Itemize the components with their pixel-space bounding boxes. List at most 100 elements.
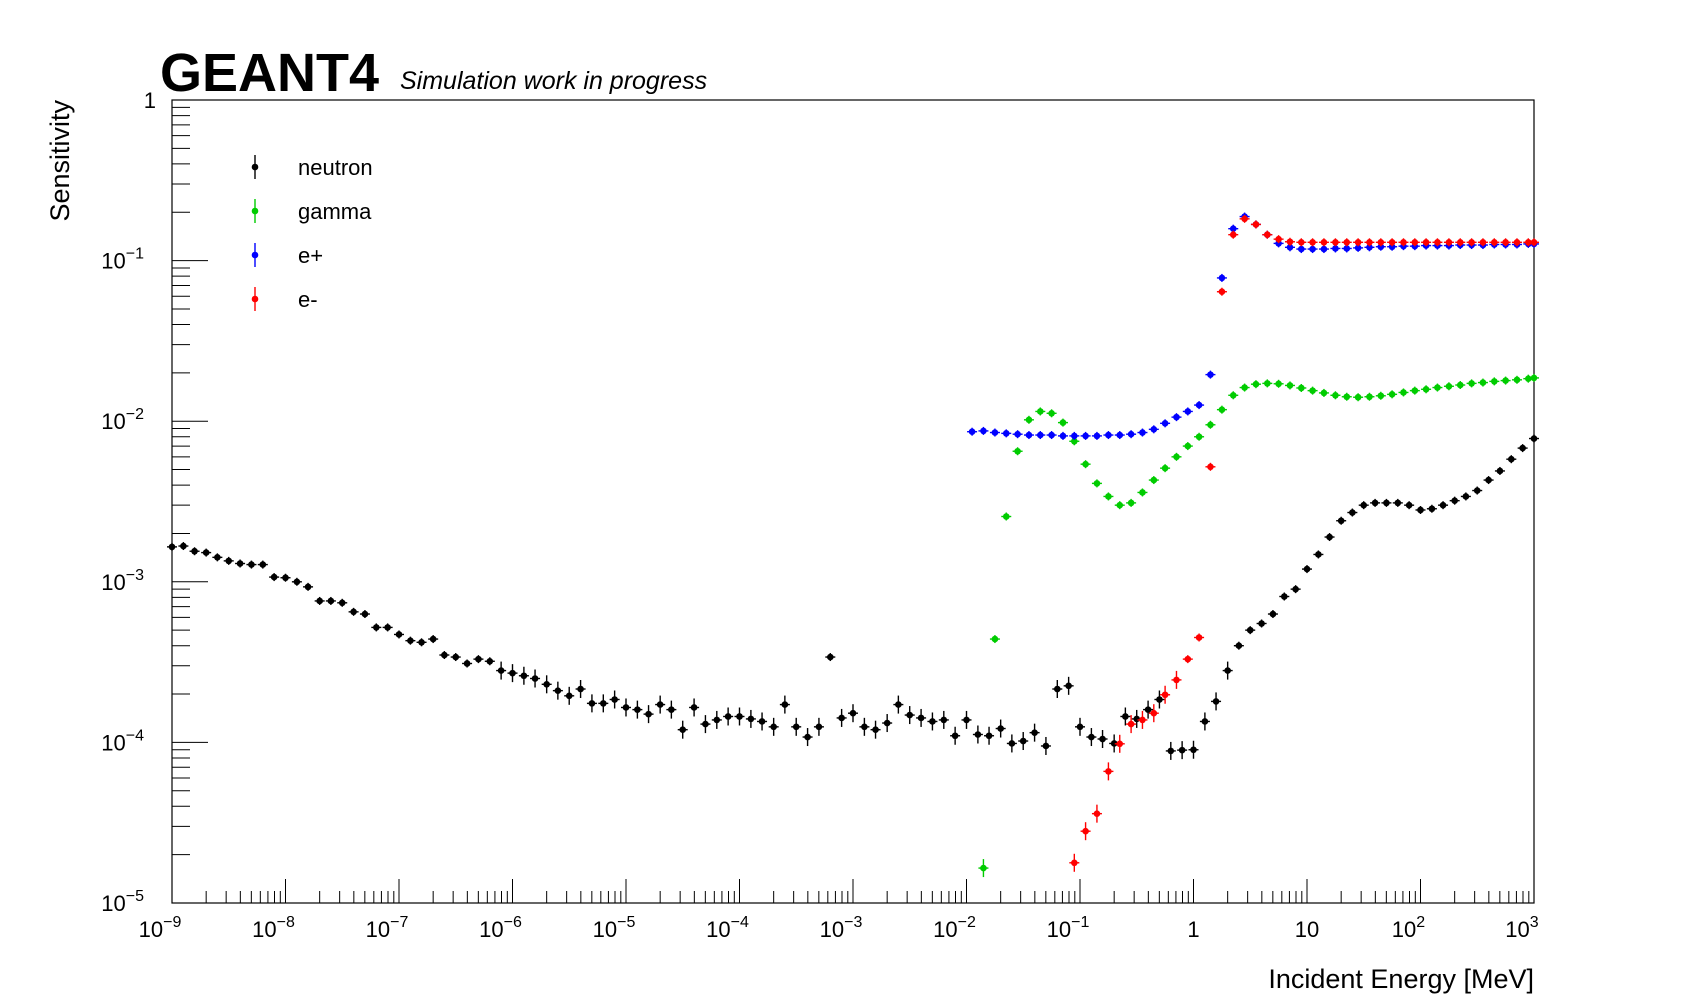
data-point — [745, 709, 756, 728]
data-point — [870, 720, 881, 739]
data-point — [1137, 710, 1148, 729]
data-point — [1069, 437, 1080, 446]
data-point — [1477, 378, 1488, 387]
data-point — [1404, 501, 1415, 510]
data-point — [1245, 626, 1256, 635]
data-point — [1012, 430, 1023, 439]
data-point — [1336, 516, 1347, 525]
data-point — [586, 694, 597, 713]
data-point — [1114, 431, 1125, 440]
data-point — [836, 708, 847, 727]
data-point — [223, 556, 234, 565]
data-point — [1523, 238, 1534, 247]
data-point — [473, 655, 484, 664]
data-point — [167, 542, 177, 551]
data-point — [382, 623, 393, 632]
data-point — [989, 635, 1000, 644]
x-tick-label: 10−3 — [820, 914, 863, 942]
data-point — [564, 686, 575, 705]
data-point — [1228, 391, 1239, 400]
y-tick-label: 10−3 — [101, 567, 144, 595]
data-point — [1279, 592, 1290, 601]
data-point — [507, 664, 518, 683]
data-point — [1052, 680, 1063, 699]
data-point — [916, 708, 927, 727]
data-point — [1103, 492, 1114, 501]
data-point — [1511, 238, 1522, 247]
data-point — [813, 717, 824, 736]
data-point — [1296, 383, 1307, 392]
data-point — [462, 659, 473, 668]
data-point — [1330, 391, 1341, 400]
legend-label: neutron — [298, 155, 373, 180]
data-point — [541, 675, 552, 694]
data-point — [1205, 370, 1216, 379]
data-point — [1375, 238, 1386, 247]
x-tick-labels: 10−9 10−8 10−7 10−6 10−5 10−4 10−3 10−2 10−1 1 10 1… — [139, 914, 1539, 942]
data-point — [938, 710, 949, 729]
data-point — [1296, 238, 1307, 247]
data-point — [1353, 393, 1364, 402]
data-point — [405, 636, 416, 645]
data-point — [1154, 690, 1165, 709]
data-point — [689, 698, 700, 717]
data-point — [1188, 740, 1199, 759]
data-point — [1075, 717, 1085, 736]
data-point — [1438, 501, 1449, 510]
data-point — [1160, 685, 1171, 704]
y-tick-label: 10−4 — [101, 727, 144, 755]
data-point — [1035, 431, 1046, 440]
data-point — [1307, 245, 1318, 254]
data-point — [961, 710, 972, 729]
x-axis-title: Incident Energy [MeV] — [1268, 964, 1534, 994]
data-point — [394, 630, 404, 639]
data-point — [1091, 804, 1102, 823]
brand-subtitle: Simulation work in progress — [400, 67, 707, 95]
data-point — [1069, 853, 1080, 872]
data-point — [1199, 712, 1210, 731]
data-point — [1182, 442, 1193, 451]
data-point — [1126, 498, 1137, 507]
data-point — [1302, 565, 1312, 574]
data-point — [1250, 380, 1261, 389]
data-point — [1171, 413, 1182, 422]
legend-item-e-: e- — [251, 287, 318, 312]
data-point — [1177, 741, 1188, 760]
data-point — [1511, 375, 1522, 384]
data-point — [1097, 729, 1108, 748]
data-point — [1171, 452, 1182, 461]
data-point — [257, 560, 268, 569]
legend: neutron gamma e+ e- — [251, 155, 373, 312]
data-point — [904, 706, 915, 725]
data-point — [1211, 692, 1222, 711]
data-point — [1126, 715, 1137, 734]
data-point — [1318, 388, 1329, 397]
data-point — [1273, 235, 1284, 244]
data-point — [1472, 486, 1483, 495]
data-point — [848, 704, 858, 723]
data-point — [1114, 734, 1125, 753]
data-point — [1046, 409, 1057, 418]
data-point — [1029, 723, 1040, 742]
y-axis-title: Sensitivity — [45, 100, 75, 222]
data-point — [1392, 498, 1403, 507]
data-point — [1205, 462, 1216, 471]
x-tick-label: 1 — [1187, 917, 1199, 942]
data-point — [677, 720, 688, 739]
data-point — [893, 695, 904, 714]
x-tick-label: 10 — [1295, 917, 1319, 942]
legend-label: gamma — [298, 199, 372, 224]
data-point — [1500, 376, 1511, 385]
data-point — [1018, 732, 1029, 751]
x-tick-label: 103 — [1505, 914, 1538, 942]
data-point — [1529, 434, 1539, 443]
data-point — [1284, 381, 1295, 390]
y-tick-label: 1 — [144, 88, 156, 113]
data-point — [1216, 287, 1227, 296]
y-tick-labels: 10−5 10−4 10−3 10−2 10−1 1 — [101, 88, 156, 916]
data-point — [1517, 444, 1528, 453]
data-point — [371, 623, 382, 632]
data-point — [1262, 230, 1273, 239]
data-point — [1460, 492, 1471, 501]
